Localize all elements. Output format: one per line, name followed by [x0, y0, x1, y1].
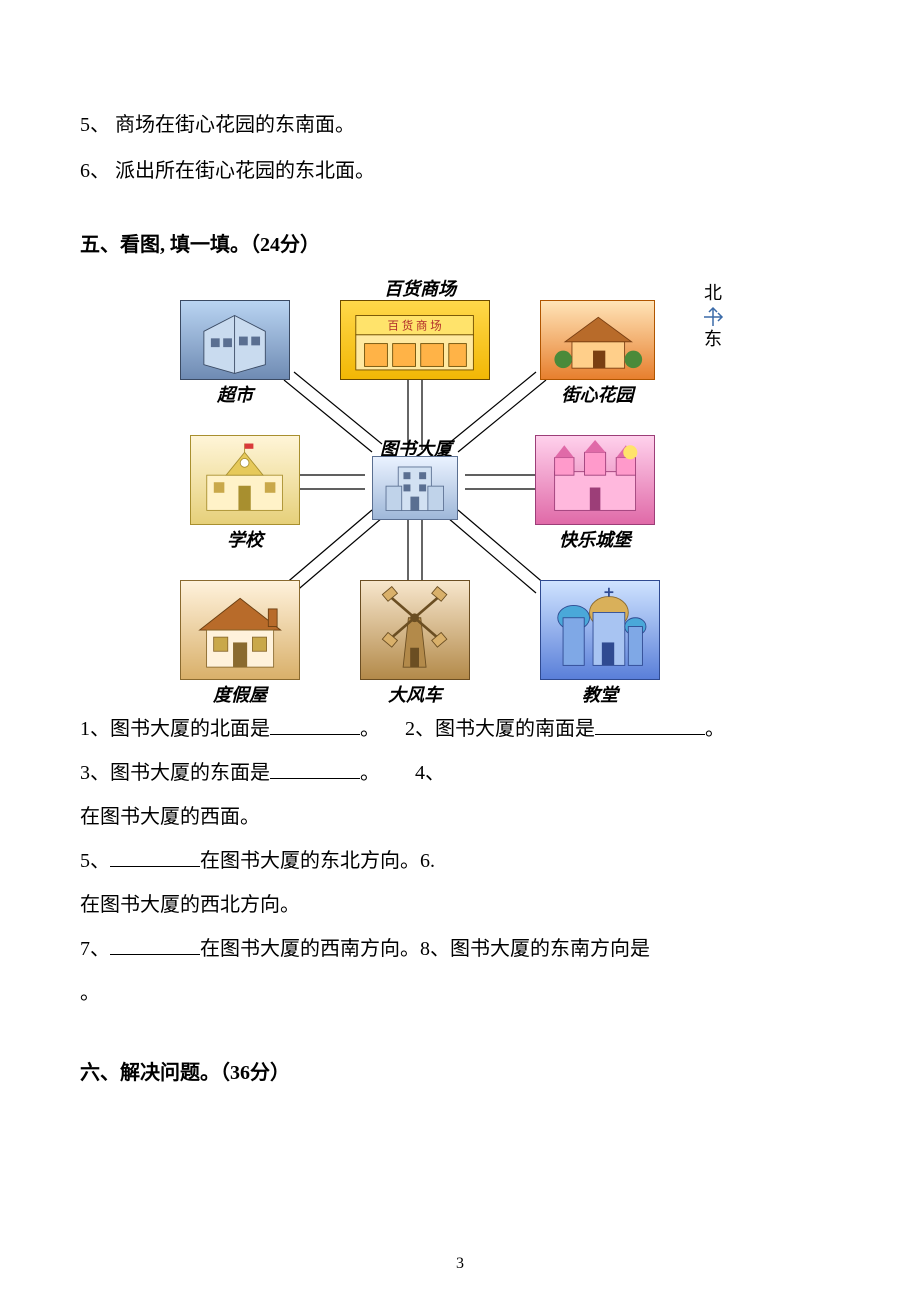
- compass-east: 东: [702, 330, 724, 350]
- page-number: 3: [0, 1252, 920, 1276]
- house-garden-icon: [547, 305, 649, 375]
- q7-post: 在图书大厦的西南方向。8、图书大厦的东南方向是: [200, 938, 650, 960]
- church-icon: [547, 586, 653, 674]
- node-windmill: 大风车: [360, 580, 470, 709]
- compass: 北 东: [702, 284, 724, 350]
- q1-post: 。: [360, 718, 380, 740]
- q1-q2: 1、图书大厦的北面是 。 2、图书大厦的南面是 。: [80, 714, 840, 744]
- q2-blank[interactable]: [595, 715, 705, 735]
- q2-pre: 2、图书大厦的南面是: [405, 718, 595, 740]
- q3-pre: 3、图书大厦的东面是: [80, 762, 270, 784]
- house-icon: [187, 586, 293, 674]
- castle-icon: [542, 440, 648, 519]
- node-library-tower: [372, 456, 458, 520]
- q4: 4、: [415, 762, 445, 784]
- q5-blank[interactable]: [110, 847, 200, 867]
- label-church: 教堂: [540, 682, 660, 709]
- label-castle: 快乐城堡: [535, 527, 655, 554]
- label-windmill: 大风车: [360, 682, 470, 709]
- q1-blank[interactable]: [270, 715, 360, 735]
- compass-arrow-icon: [702, 306, 724, 328]
- node-school: 学校: [190, 435, 300, 554]
- section-6-title: 六、解决问题。（36分）: [80, 1058, 840, 1088]
- label-supermarket: 超市: [180, 382, 290, 409]
- diagram: 北 东 百货商场 百 货: [140, 280, 690, 710]
- section-5-title: 五、看图, 填一填。（24分）: [80, 230, 840, 260]
- q7-blank[interactable]: [110, 935, 200, 955]
- windmill-icon: [366, 586, 463, 674]
- node-church: 教堂: [540, 580, 660, 709]
- line-6: 6、 派出所在街心花园的东北面。: [80, 156, 840, 186]
- node-baihuo: 百 货 商 场: [340, 300, 490, 380]
- q3-q4: 3、图书大厦的东面是 。 4、: [80, 758, 840, 788]
- school-icon: [196, 440, 293, 519]
- q2-post: 。: [705, 718, 725, 740]
- q5-post: 在图书大厦的东北方向。6.: [200, 850, 435, 872]
- line-5: 5、 商场在街心花园的东南面。: [80, 110, 840, 140]
- q5-pre: 5、: [80, 850, 110, 872]
- tower-icon: [377, 460, 453, 516]
- q5-line2: 在图书大厦的西北方向。: [80, 890, 840, 920]
- svg-text:百 货 商 场: 百 货 商 场: [388, 318, 442, 332]
- node-garden: 街心花园: [540, 300, 655, 409]
- label-school: 学校: [190, 527, 300, 554]
- compass-north: 北: [702, 284, 724, 304]
- label-garden: 街心花园: [540, 382, 655, 409]
- q3-post: 。: [360, 762, 380, 784]
- node-vacation-house: 度假屋: [180, 580, 300, 709]
- node-castle: 快乐城堡: [535, 435, 655, 554]
- label-vacation-house: 度假屋: [180, 682, 300, 709]
- q7: 7、 在图书大厦的西南方向。8、图书大厦的东南方向是: [80, 934, 840, 964]
- building-iso-icon: [186, 305, 283, 375]
- q1-pre: 1、图书大厦的北面是: [80, 718, 270, 740]
- q7-pre: 7、: [80, 938, 110, 960]
- storefront-icon: 百 货 商 场: [348, 305, 481, 375]
- node-supermarket: 超市: [180, 300, 290, 409]
- q4-line2: 在图书大厦的西面。: [80, 802, 840, 832]
- q3-blank[interactable]: [270, 759, 360, 779]
- q7-line2: 。: [80, 978, 840, 1008]
- q5: 5、 在图书大厦的东北方向。6.: [80, 846, 840, 876]
- label-baihuo: 百货商场: [360, 276, 480, 303]
